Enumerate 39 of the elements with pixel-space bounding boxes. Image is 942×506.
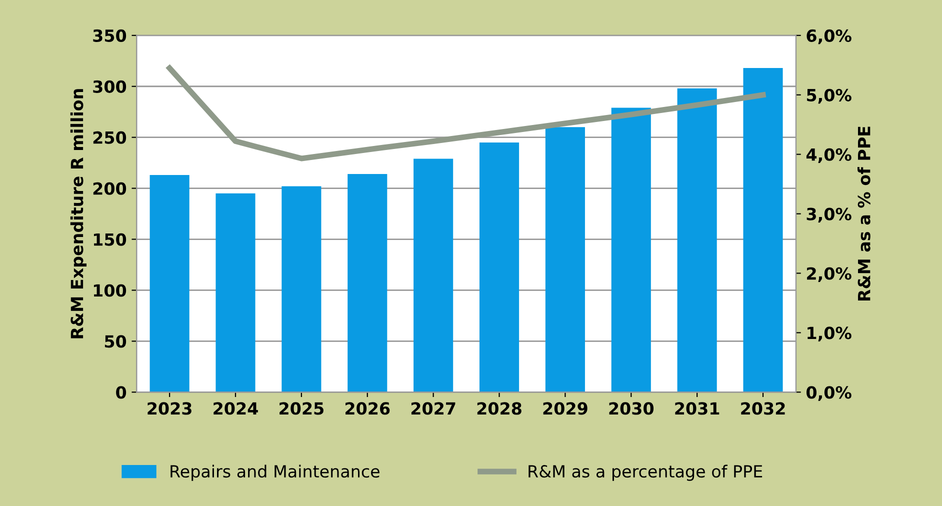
bar [414,158,454,392]
bar [479,142,520,392]
y2-tick-label: 5,0% [807,88,852,104]
x-tick-label: 2025 [280,402,324,415]
y-tick-label: 300 [93,80,126,93]
y2-tick-label: 6,0% [806,29,852,44]
x-tick-label: 2030 [609,402,654,415]
bar [611,108,651,392]
y-tick-label: 350 [93,29,126,42]
y2-tick-label: 4,0% [806,148,852,164]
x-tick-label: 2026 [346,402,390,415]
x-tick-label: 2029 [543,402,588,415]
y-tick-label: 50 [104,335,126,348]
y-tick-label: 0 [116,386,126,399]
bar [545,127,585,392]
x-tick-label: 2027 [411,402,456,415]
x-tick-label: 2023 [148,402,192,415]
bar [150,175,190,392]
y2-tick-label: 1,0% [808,326,852,342]
x-tick-label: 2032 [741,402,785,415]
legend-label: Repairs and Maintenance [170,464,380,481]
y-tick-label: 250 [93,131,126,144]
y-axis-title: R&M Expenditure R million [70,89,87,338]
x-tick-label: 2024 [214,402,258,415]
bar [282,186,322,392]
x-tick-label: 2028 [477,402,522,415]
y2-tick-label: 3,0% [806,208,852,222]
bar [348,174,388,392]
y-tick-label: 150 [94,233,126,246]
x-tick-label: 2031 [675,402,720,415]
bar [216,193,256,392]
bar [743,68,783,392]
y-tick-label: 200 [93,182,126,195]
y2-tick-label: 0,0% [806,386,852,401]
bar [677,88,717,392]
legend-label: R&M as a percentage of PPE [528,464,762,481]
y2-tick-label: 2,0% [807,267,852,282]
y2-axis-title: R&M as a % of PPE [857,126,870,301]
y-tick-label: 100 [94,284,126,297]
